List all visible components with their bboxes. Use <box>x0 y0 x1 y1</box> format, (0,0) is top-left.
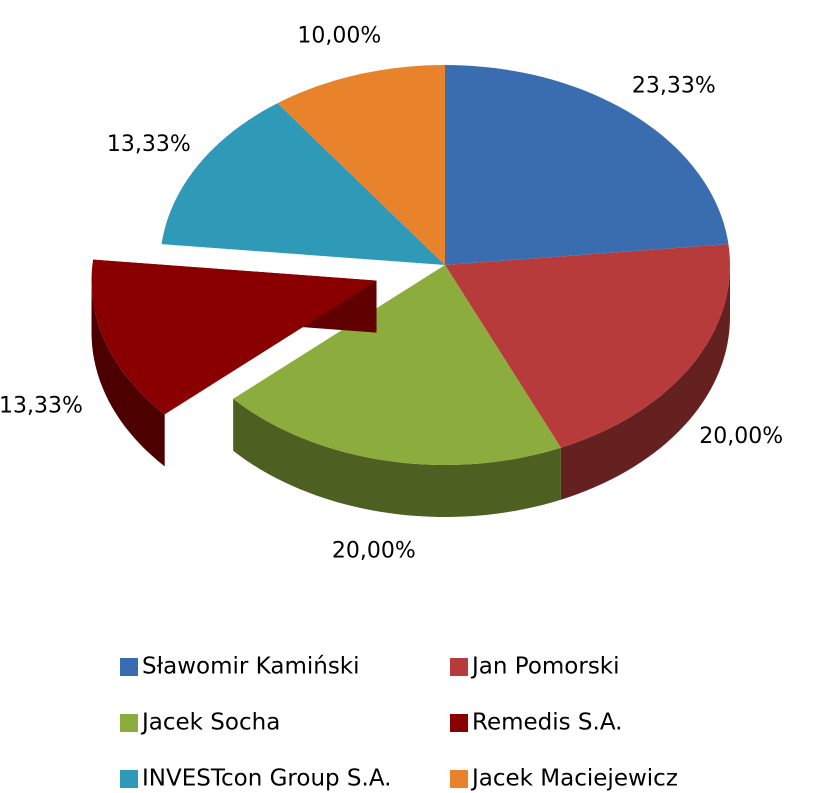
value-label: 23,33% <box>632 74 716 99</box>
legend-swatch <box>450 770 468 788</box>
slice <box>91 259 377 415</box>
slice-side <box>91 280 165 467</box>
legend-swatch <box>120 714 138 732</box>
value-label: 20,00% <box>699 424 783 449</box>
legend-swatch <box>120 658 138 676</box>
slice <box>161 103 446 266</box>
value-label: 13,33% <box>107 132 191 157</box>
value-label: 13,33% <box>0 394 83 419</box>
legend-swatch <box>450 658 468 676</box>
value-label: 20,00% <box>332 539 416 564</box>
legend-label: Jacek Maciejewicz <box>470 766 678 792</box>
legend-label: Jacek Socha <box>140 710 280 736</box>
slice <box>445 244 730 448</box>
legend-label: Remedis S.A. <box>472 710 623 736</box>
slice-side <box>560 265 730 500</box>
slice <box>233 265 561 465</box>
legend-swatch <box>120 770 138 788</box>
legend-label: INVESTcon Group S.A. <box>142 766 392 792</box>
slice-side <box>233 398 561 517</box>
slice <box>277 65 445 265</box>
legend-swatch <box>450 714 468 732</box>
legend-label: Jan Pomorski <box>470 654 620 680</box>
legend-label: Sławomir Kamiński <box>142 654 360 680</box>
value-label: 10,00% <box>297 24 381 49</box>
slice <box>445 65 729 265</box>
